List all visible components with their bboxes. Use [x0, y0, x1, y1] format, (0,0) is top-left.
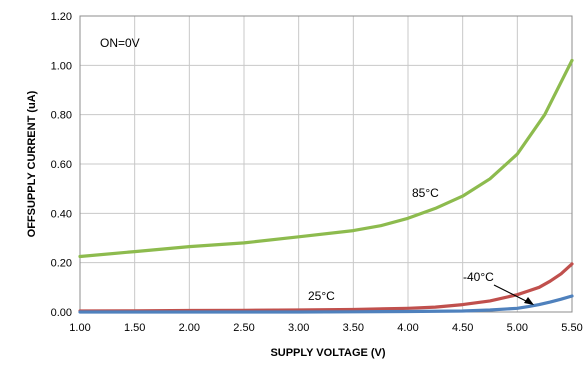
label-arrowhead-m40c — [524, 297, 534, 305]
label-arrow-m40c — [493, 284, 531, 304]
y-tick-label: 0.60 — [51, 159, 72, 171]
condition-label: ON=0V — [100, 36, 140, 50]
y-axis-title: OFFSUPPLY CURRENT (uA) — [26, 90, 38, 237]
x-tick-label: 5.00 — [507, 322, 528, 334]
series-label-85c: 85°C — [412, 186, 439, 200]
y-tick-label: 0.40 — [51, 208, 72, 220]
x-tick-label: 2.00 — [179, 322, 200, 334]
series-layer — [78, 58, 574, 314]
y-tick-labels: 0.00 0.20 0.40 0.60 0.80 1.00 1.20 — [51, 11, 72, 319]
x-tick-label: 3.00 — [288, 322, 309, 334]
x-tick-label: 2.50 — [233, 322, 254, 334]
x-tick-label: 1.50 — [124, 322, 145, 334]
x-tick-label: 5.50 — [561, 322, 582, 334]
x-tick-label: 3.50 — [343, 322, 364, 334]
x-tick-label: 4.00 — [397, 322, 418, 334]
y-tick-label: 1.00 — [51, 60, 72, 72]
series-line-2 — [78, 294, 574, 314]
y-tick-label: 1.20 — [51, 11, 72, 23]
x-tick-label: 1.00 — [69, 322, 90, 334]
y-tick-label: 0.80 — [51, 110, 72, 122]
series-label-25c: 25°C — [308, 289, 335, 303]
y-tick-label: 0.20 — [51, 258, 72, 270]
y-tick-label: 0.00 — [51, 307, 72, 319]
x-tick-labels: 1.00 1.50 2.00 2.50 3.00 3.50 4.00 4.50 5.00 5.50 — [69, 322, 582, 334]
series-label-m40c: -40°C — [463, 270, 494, 284]
series-line-0 — [78, 58, 574, 259]
x-tick-label: 4.50 — [452, 322, 473, 334]
grid — [79, 15, 573, 313]
x-axis-title: SUPPLY VOLTAGE (V) — [270, 347, 385, 359]
